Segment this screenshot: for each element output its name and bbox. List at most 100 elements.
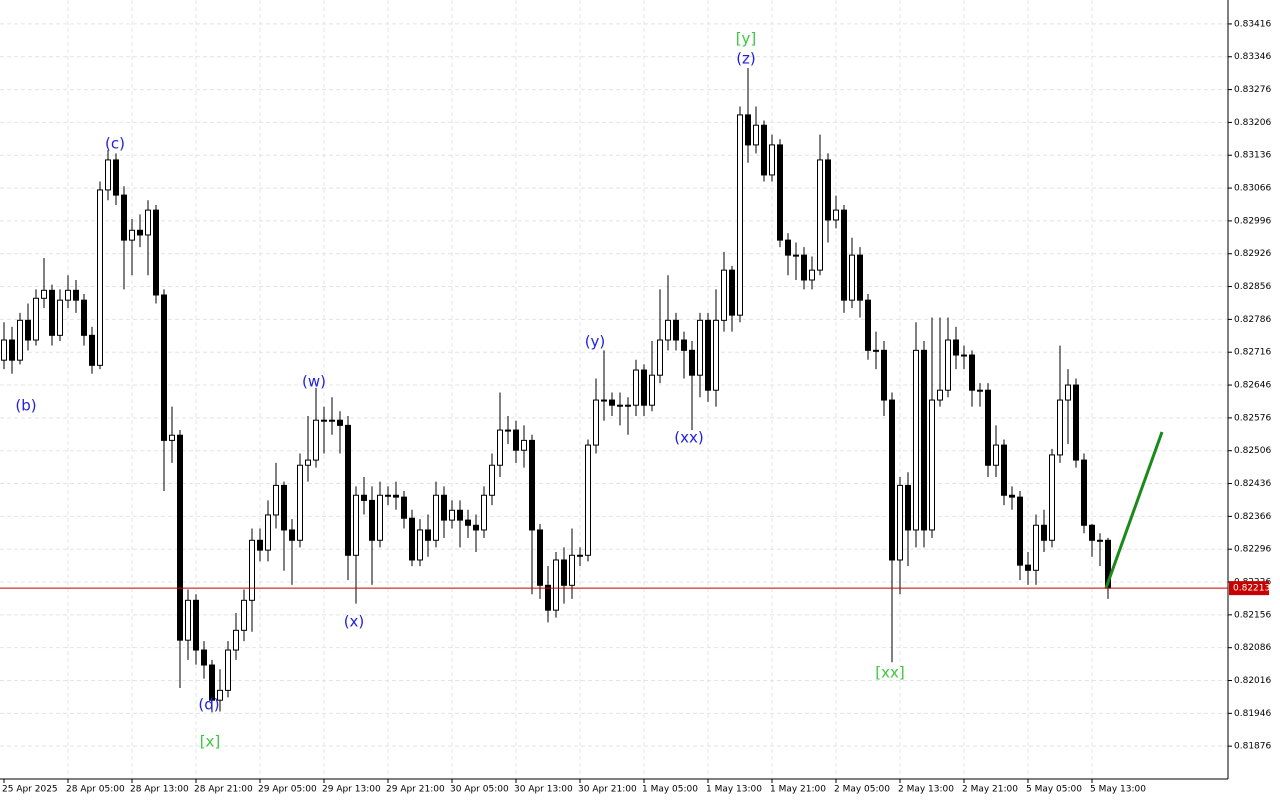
candle-body — [761, 124, 767, 176]
candle-body — [505, 429, 511, 432]
candle-body — [81, 299, 87, 336]
candle-body — [753, 124, 759, 146]
candle-body — [49, 289, 55, 336]
candle-body — [649, 374, 655, 406]
candle-body — [593, 399, 599, 446]
candle-body — [241, 599, 247, 631]
candle-body — [1033, 524, 1039, 571]
candle-body — [9, 339, 15, 361]
candle-body — [921, 349, 927, 531]
y-tick-label: 0.81946 — [1234, 709, 1271, 719]
trend-line — [1104, 431, 1164, 589]
wave-label: (c) — [105, 135, 125, 153]
candle-body — [425, 529, 431, 541]
candle-body — [137, 229, 143, 236]
candle-body — [217, 689, 223, 701]
candle-body — [225, 649, 231, 691]
candle-body — [969, 354, 975, 391]
candle-body — [409, 517, 415, 561]
wave-label: (w) — [302, 373, 326, 391]
candle-body — [497, 429, 503, 466]
candle-body — [417, 529, 423, 561]
candle-body — [745, 114, 751, 146]
candle-body — [809, 269, 815, 281]
grid — [0, 0, 1228, 779]
wave-label: (xx) — [674, 429, 703, 447]
candle-body — [457, 509, 463, 521]
candle-body — [297, 464, 303, 541]
x-tick-label: 5 May 13:00 — [1090, 785, 1146, 795]
candle-body — [41, 289, 47, 299]
y-tick-label: 0.82366 — [1234, 512, 1271, 522]
candle-body — [945, 339, 951, 391]
candle-body — [889, 399, 895, 561]
candle-body — [233, 629, 239, 651]
candle-body — [713, 319, 719, 391]
candle-body — [785, 239, 791, 256]
x-tick-label: 29 Apr 21:00 — [386, 785, 445, 795]
candle-body — [881, 349, 887, 401]
candle-body — [953, 339, 959, 356]
candle-body — [329, 419, 335, 422]
candle-body — [705, 319, 711, 391]
wave-label: (y) — [585, 333, 606, 351]
candle-body — [977, 389, 983, 392]
x-tick-label: 1 May 13:00 — [706, 785, 762, 795]
candle-body — [865, 299, 871, 351]
candle-body — [729, 269, 735, 316]
candle-body — [393, 494, 399, 498]
candle-body — [441, 494, 447, 521]
candle-body — [1049, 454, 1055, 541]
x-tick-label: 28 Apr 05:00 — [66, 785, 125, 795]
y-tick-label: 0.82016 — [1234, 676, 1271, 686]
candle-body — [105, 159, 111, 191]
x-tick-label: 1 May 21:00 — [770, 785, 826, 795]
candle-body — [1081, 459, 1087, 526]
y-tick-label: 0.83416 — [1234, 19, 1271, 29]
candle-body — [145, 209, 151, 236]
candle-body — [657, 339, 663, 376]
candle-body — [489, 464, 495, 496]
candle-body — [377, 494, 383, 541]
candle-body — [481, 494, 487, 531]
candle-body — [305, 459, 311, 466]
candle-body — [801, 254, 807, 281]
candle-body — [985, 389, 991, 466]
x-tick-label: 2 May 13:00 — [898, 785, 954, 795]
candle-body — [177, 434, 183, 641]
candle-body — [465, 519, 471, 526]
candle-body — [97, 189, 103, 366]
candle-body — [833, 209, 839, 221]
x-tick-label: 28 Apr 21:00 — [194, 785, 253, 795]
candle-body — [873, 349, 879, 352]
x-tick-label: 25 Apr 2025 — [2, 785, 58, 795]
candle-body — [249, 539, 255, 601]
wave-label: [xx] — [875, 664, 904, 682]
candle-body — [337, 419, 343, 426]
candle-body — [585, 444, 591, 556]
candles — [1, 68, 1111, 713]
candle-body — [929, 399, 935, 531]
y-tick-label: 0.83066 — [1234, 184, 1271, 194]
candle-body — [169, 434, 175, 441]
y-tick-label: 0.82086 — [1234, 643, 1271, 653]
candle-body — [313, 419, 319, 461]
x-tick-label: 30 Apr 05:00 — [450, 785, 509, 795]
candle-body — [513, 429, 519, 451]
candle-body — [161, 294, 167, 441]
candle-body — [601, 399, 607, 402]
candle-body — [209, 664, 215, 701]
candle-body — [1097, 539, 1103, 542]
candle-body — [857, 254, 863, 301]
candle-body — [537, 529, 543, 586]
last-price-label: 0.82213 — [1233, 584, 1270, 594]
candle-body — [129, 229, 135, 241]
candle-body — [577, 554, 583, 557]
candle-body — [825, 159, 831, 221]
candle-body — [273, 484, 279, 516]
x-tick-label: 1 May 05:00 — [642, 785, 698, 795]
candle-body — [793, 254, 799, 257]
candle-body — [289, 529, 295, 541]
candle-body — [689, 349, 695, 376]
candle-body — [1001, 444, 1007, 496]
